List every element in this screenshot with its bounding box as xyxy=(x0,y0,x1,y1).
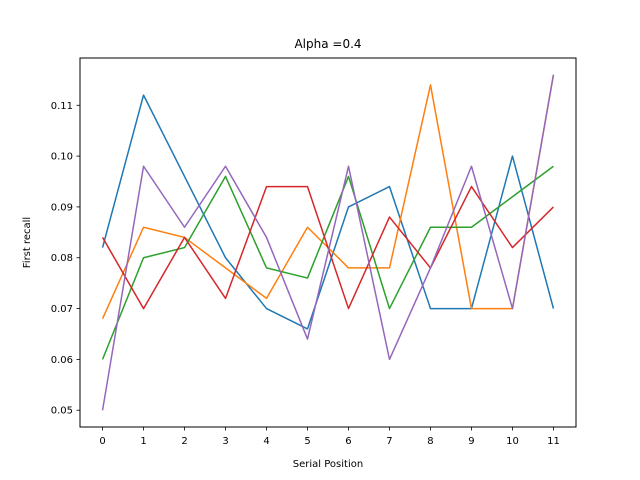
series-line-1 xyxy=(101,94,555,330)
x-tick-label: 2 xyxy=(181,436,187,447)
series-line-4 xyxy=(101,185,554,310)
x-tick-label: 0 xyxy=(99,436,105,447)
plot-frame xyxy=(79,57,577,428)
chart-title: Alpha =0.4 xyxy=(294,37,361,51)
x-tick-label: 7 xyxy=(386,436,392,447)
x-tick-label: 9 xyxy=(468,436,474,447)
y-tick-label: 0.09 xyxy=(51,202,73,213)
y-axis-ticks: 0.05 0.06 0.07 0.08 0.09 0.10 0.11 xyxy=(51,101,80,417)
x-tick-label: 11 xyxy=(547,436,560,447)
x-tick-label: 4 xyxy=(263,436,269,447)
x-tick-label: 5 xyxy=(304,436,310,447)
x-axis-label: Serial Position xyxy=(293,459,363,470)
axes xyxy=(79,57,577,428)
y-tick-label: 0.07 xyxy=(51,304,73,315)
series-layer xyxy=(101,74,555,411)
x-tick-label: 1 xyxy=(140,436,146,447)
x-tick-label: 6 xyxy=(345,436,351,447)
y-tick-label: 0.06 xyxy=(51,355,73,366)
x-axis-ticks: 0 1 2 3 4 5 6 7 8 9 10 11 xyxy=(99,427,560,447)
series-line-5 xyxy=(101,74,555,411)
plot-area xyxy=(80,58,576,427)
y-tick-label: 0.10 xyxy=(51,152,73,163)
y-axis-label: First recall xyxy=(22,217,33,268)
y-tick-label: 0.11 xyxy=(51,101,73,112)
x-tick-label: 10 xyxy=(506,436,519,447)
y-tick-label: 0.08 xyxy=(51,253,73,264)
y-tick-label: 0.05 xyxy=(51,406,73,417)
x-tick-label: 3 xyxy=(222,436,228,447)
x-tick-label: 8 xyxy=(427,436,433,447)
